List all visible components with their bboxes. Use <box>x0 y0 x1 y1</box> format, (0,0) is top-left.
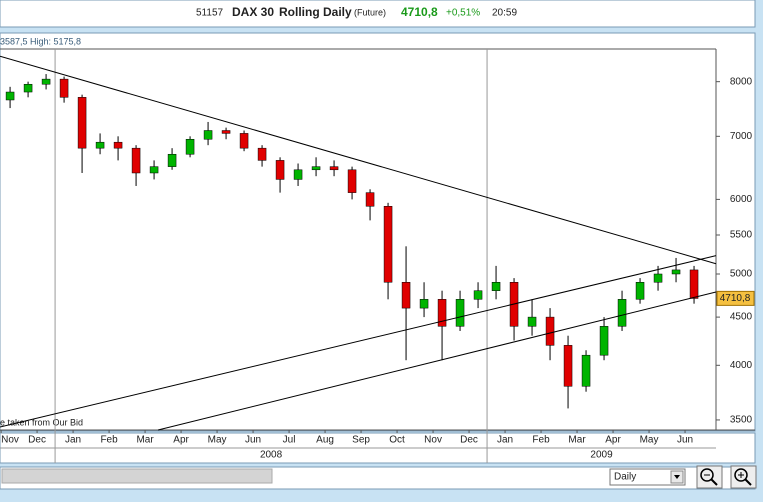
x-tick-label: Jun <box>245 435 261 446</box>
candle-body <box>689 269 699 299</box>
x-tick-label: Dec <box>460 435 478 446</box>
candle-body <box>401 282 411 309</box>
change: +0,51% <box>446 8 480 19</box>
candle-body <box>491 282 501 291</box>
price-tag <box>716 290 755 306</box>
arrow-icon <box>674 475 680 479</box>
x-tick-label: Oct <box>389 435 405 446</box>
x-tick-label: Nov <box>424 435 442 446</box>
zoom-in-icon <box>734 468 748 482</box>
candle-body <box>473 290 483 300</box>
time: 20:59 <box>492 8 517 19</box>
trend-line <box>0 55 717 265</box>
candle-body <box>203 130 213 140</box>
candle-body <box>257 147 267 161</box>
candle-body <box>527 316 537 327</box>
candle-body <box>275 160 285 180</box>
year-label: 2008 <box>260 450 283 461</box>
kind: (Future) <box>354 7 386 17</box>
x-tick-label: Mar <box>136 435 154 446</box>
chart-frame <box>0 32 756 432</box>
interval-label: Daily <box>614 472 636 483</box>
candle-body <box>23 83 33 93</box>
y-tick-label: 3500 <box>730 415 753 426</box>
price-tag-label: 4710,8 <box>720 293 751 304</box>
candle-body <box>365 192 375 207</box>
name: DAX 30 <box>232 5 274 19</box>
candle-body <box>581 354 591 387</box>
price: 4710,8 <box>401 5 438 19</box>
candle-body <box>185 138 195 155</box>
interval-select[interactable] <box>609 468 686 486</box>
x-tick-label: May <box>640 435 659 446</box>
y-tick-label: 4500 <box>730 312 753 323</box>
x-tick-label: Jun <box>677 435 693 446</box>
candle-body <box>653 273 663 283</box>
scrollbar[interactable] <box>1 468 273 484</box>
x-tick-label: Jan <box>497 435 513 446</box>
handle-icon <box>744 478 752 486</box>
candle-body <box>293 169 303 180</box>
candle-body <box>167 153 177 167</box>
candle-body <box>59 78 69 98</box>
candle-body <box>635 282 645 300</box>
candle-body <box>95 141 105 149</box>
x-tick-label: Jul <box>283 435 296 446</box>
candle-body <box>311 166 321 171</box>
candle-body <box>221 130 231 134</box>
candle-body <box>113 141 123 149</box>
code: 51157 <box>196 8 224 19</box>
x-tick-label: Jan <box>65 435 81 446</box>
candle-body <box>419 299 429 309</box>
trend-line <box>157 291 717 431</box>
x-tick-label: Dec <box>28 435 46 446</box>
candle-body <box>5 91 15 101</box>
y-tick-label: 6000 <box>730 194 753 205</box>
y-tick-label: 5500 <box>730 230 753 241</box>
zoom-out-icon <box>700 468 714 482</box>
x-tick-label: Nov <box>1 435 19 446</box>
y-tick-label: 5000 <box>730 269 753 280</box>
x-tick-label: Apr <box>173 435 189 446</box>
candle-body <box>77 97 87 149</box>
candle-body <box>383 206 393 283</box>
candle-body <box>599 326 609 356</box>
period: Rolling Daily <box>279 5 352 19</box>
candle-body <box>671 269 681 275</box>
trend-line <box>0 255 717 428</box>
candle-body <box>347 169 357 193</box>
x-tick-label: Apr <box>605 435 621 446</box>
x-tick-label: Aug <box>316 435 334 446</box>
info-text: 3587,5 High: 5175,8 <box>0 36 81 46</box>
candle-body <box>617 299 627 327</box>
note: e taken from Our Bid <box>0 417 83 427</box>
x-tick-label: Mar <box>568 435 586 446</box>
x-tick-label: Feb <box>532 435 550 446</box>
candle-body <box>329 166 339 171</box>
y-tick-label: 8000 <box>730 76 753 87</box>
y-tick-label: 7000 <box>730 131 753 142</box>
candle-body <box>239 133 249 149</box>
candle-body <box>455 299 465 327</box>
x-tick-label: Sep <box>352 435 370 446</box>
candle-body <box>545 316 555 346</box>
x-tick-label: Feb <box>100 435 118 446</box>
y-tick-label: 4000 <box>730 360 753 371</box>
candle-body <box>149 166 159 174</box>
header-bar <box>0 0 756 28</box>
candle-body <box>437 299 447 327</box>
handle-icon <box>710 478 718 486</box>
candle-body <box>41 78 51 85</box>
year-label: 2009 <box>590 450 613 461</box>
x-tick-label: May <box>208 435 227 446</box>
candle-body <box>131 147 141 174</box>
candle-body <box>563 345 573 387</box>
